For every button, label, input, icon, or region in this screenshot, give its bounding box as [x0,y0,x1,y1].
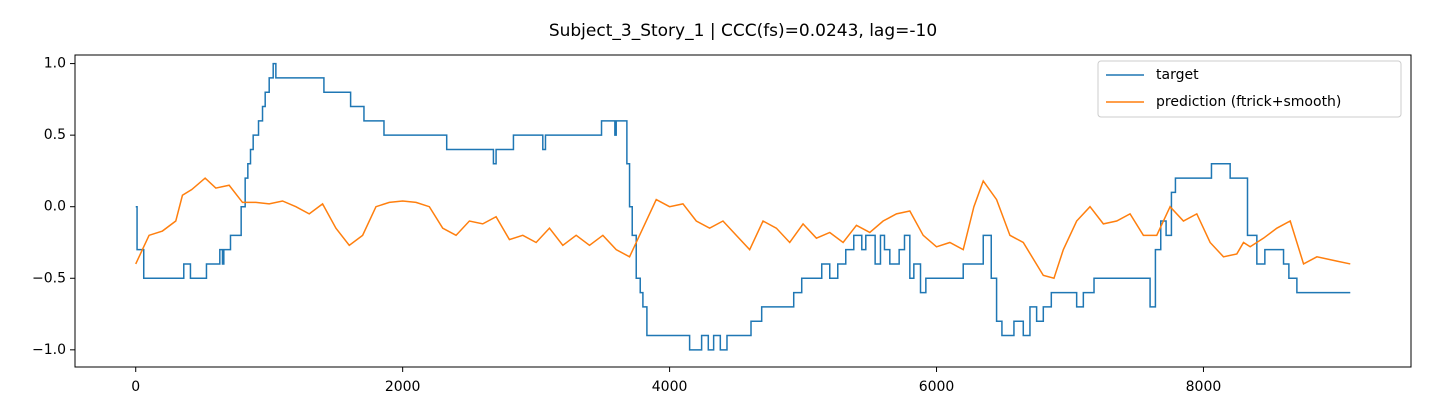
chart-title: Subject_3_Story_1 | CCC(fs)=0.0243, lag=… [549,21,937,41]
x-tick-label: 4000 [652,379,688,395]
plot-frame [74,54,1412,368]
y-tick-label: 0.0 [44,199,66,215]
x-tick-label: 8000 [1186,379,1222,395]
y-tick-label: 1.0 [44,56,66,72]
legend-label: target [1156,67,1199,83]
x-tick-label: 0 [131,379,140,395]
y-tick-label: −0.5 [32,270,66,286]
series-line [135,177,1351,280]
legend-box [1097,60,1402,118]
y-tick-label: −1.0 [32,342,66,358]
series-line [135,62,1351,351]
legend-label: prediction (ftrick+smooth) [1156,94,1341,110]
x-tick-label: 2000 [385,379,421,395]
x-tick-label: 6000 [919,379,955,395]
y-tick-label: 0.5 [44,127,66,143]
